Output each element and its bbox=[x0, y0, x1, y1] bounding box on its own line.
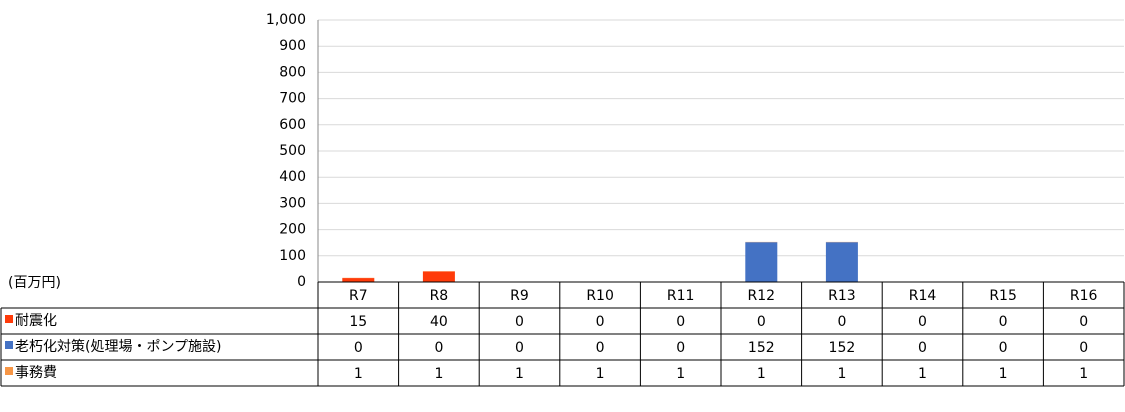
table-value: 0 bbox=[1079, 340, 1088, 356]
x-tick-label: R11 bbox=[667, 288, 695, 304]
y-tick-label: 700 bbox=[279, 91, 306, 107]
y-tick-label: 800 bbox=[279, 64, 306, 80]
table-value: 0 bbox=[434, 340, 443, 356]
table-value: 0 bbox=[1079, 314, 1088, 330]
table-value: 1 bbox=[1079, 366, 1088, 382]
legend-swatch bbox=[5, 341, 13, 349]
table-value: 1 bbox=[354, 366, 363, 382]
y-tick-label: 900 bbox=[279, 38, 306, 54]
bar bbox=[342, 278, 375, 282]
table-value: 0 bbox=[515, 314, 524, 330]
x-tick-label: R16 bbox=[1070, 288, 1098, 304]
table-value: 15 bbox=[349, 314, 367, 330]
table-value: 1 bbox=[918, 366, 927, 382]
y-tick-label: 500 bbox=[279, 143, 306, 159]
table-value: 152 bbox=[748, 340, 775, 356]
x-tick-label: R12 bbox=[748, 288, 776, 304]
y-tick-label: 1,000 bbox=[266, 12, 306, 28]
legend-swatch bbox=[5, 367, 13, 375]
x-tick-label: R9 bbox=[510, 288, 529, 304]
legend-swatch bbox=[5, 315, 13, 323]
y-tick-label: 200 bbox=[279, 222, 306, 238]
table-value: 1 bbox=[757, 366, 766, 382]
y-tick-label: 100 bbox=[279, 248, 306, 264]
table-value: 1 bbox=[837, 366, 846, 382]
y-tick-label: 400 bbox=[279, 169, 306, 185]
y-tick-label: 600 bbox=[279, 117, 306, 133]
bar bbox=[825, 242, 858, 282]
x-tick-label: R14 bbox=[909, 288, 937, 304]
table-value: 0 bbox=[515, 340, 524, 356]
table-value: 0 bbox=[757, 314, 766, 330]
legend-label: 老朽化対策(処理場・ポンプ施設) bbox=[15, 338, 222, 355]
table-value: 0 bbox=[354, 340, 363, 356]
table-value: 1 bbox=[515, 366, 524, 382]
table-value: 40 bbox=[430, 314, 448, 330]
x-tick-label: R15 bbox=[989, 288, 1017, 304]
legend-label: 事務費 bbox=[15, 365, 57, 381]
x-tick-label: R8 bbox=[430, 288, 449, 304]
table-value: 0 bbox=[676, 314, 685, 330]
table-value: 0 bbox=[999, 340, 1008, 356]
y-tick-label: 0 bbox=[297, 274, 306, 290]
table-value: 0 bbox=[596, 340, 605, 356]
table-value: 1 bbox=[434, 366, 443, 382]
y-axis-label: (百万円) bbox=[8, 275, 61, 291]
y-tick-label: 300 bbox=[279, 195, 306, 211]
table-value: 1 bbox=[999, 366, 1008, 382]
bar bbox=[422, 271, 455, 282]
table-value: 0 bbox=[918, 314, 927, 330]
table-value: 0 bbox=[837, 314, 846, 330]
table-value: 1 bbox=[596, 366, 605, 382]
legend-label: 耐震化 bbox=[15, 313, 57, 329]
table-value: 1 bbox=[676, 366, 685, 382]
table-value: 0 bbox=[999, 314, 1008, 330]
x-tick-label: R10 bbox=[586, 288, 614, 304]
table-value: 0 bbox=[596, 314, 605, 330]
x-tick-label: R13 bbox=[828, 288, 856, 304]
x-tick-label: R7 bbox=[349, 288, 368, 304]
table-value: 152 bbox=[829, 340, 856, 356]
table-value: 0 bbox=[676, 340, 685, 356]
table-value: 0 bbox=[918, 340, 927, 356]
bar bbox=[745, 242, 778, 282]
